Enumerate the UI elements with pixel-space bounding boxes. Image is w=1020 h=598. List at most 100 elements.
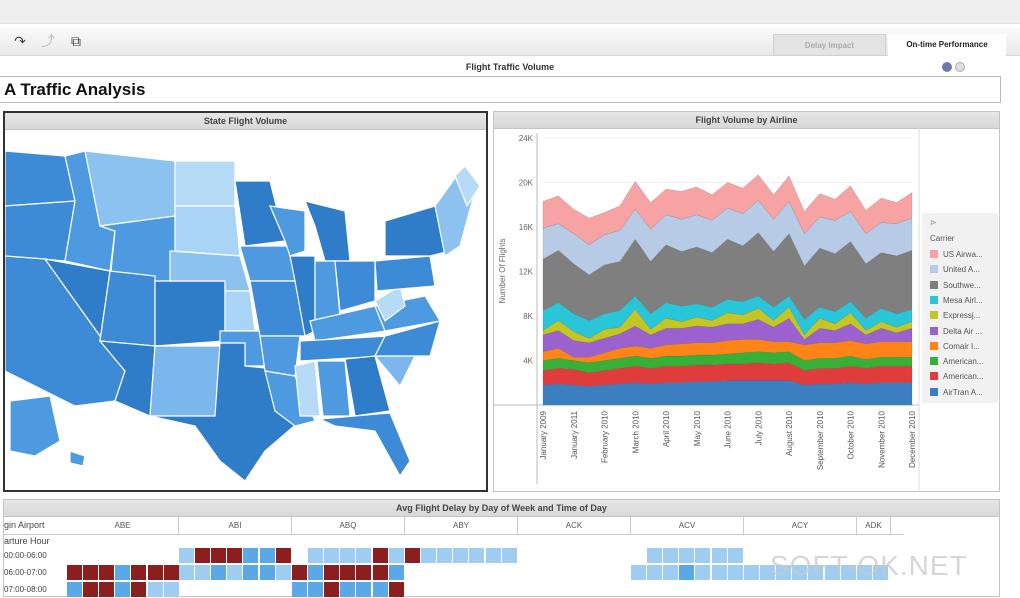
airport-column-header[interactable]: ABQ: [292, 517, 405, 534]
heatmap-cell[interactable]: [131, 565, 148, 581]
heatmap-cell[interactable]: [227, 548, 244, 564]
heatmap-cell[interactable]: [179, 548, 195, 564]
airport-column-header[interactable]: ABI: [179, 517, 292, 534]
page-dot-active[interactable]: [942, 62, 952, 72]
legend-expand-icon[interactable]: ⊳: [930, 218, 937, 227]
heatmap-cell[interactable]: [485, 548, 502, 564]
heatmap-cell[interactable]: [663, 548, 680, 564]
heatmap-cell[interactable]: [67, 582, 83, 598]
heatmap-cell[interactable]: [324, 548, 341, 564]
heatmap-cell[interactable]: [340, 548, 357, 564]
heatmap-cell[interactable]: [243, 565, 260, 581]
heatmap-cell[interactable]: [711, 548, 728, 564]
heatmap-cell[interactable]: [372, 582, 389, 598]
heatmap-cell[interactable]: [195, 548, 212, 564]
airport-column-header[interactable]: ACV: [631, 517, 744, 534]
heatmap-cell[interactable]: [695, 565, 712, 581]
heatmap-cell[interactable]: [824, 565, 841, 581]
heatmap-cell[interactable]: [857, 565, 873, 581]
heatmap-cell[interactable]: [211, 565, 228, 581]
heatmap-cell[interactable]: [308, 548, 325, 564]
heatmap-cell[interactable]: [179, 565, 195, 581]
area-series-9[interactable]: [542, 174, 913, 246]
heatmap-cell[interactable]: [356, 548, 373, 564]
heatmap-cell[interactable]: [647, 548, 664, 564]
area-series-5[interactable]: [542, 306, 913, 343]
heatmap-cell[interactable]: [292, 582, 308, 598]
airport-column-header[interactable]: ACK: [518, 517, 631, 534]
heatmap-cell[interactable]: [115, 582, 132, 598]
legend-item[interactable]: United A...: [930, 265, 980, 274]
legend-item[interactable]: US Airwa...: [930, 250, 983, 259]
heatmap-cell[interactable]: [437, 548, 454, 564]
area-series-6[interactable]: [542, 295, 913, 339]
heatmap-cell[interactable]: [99, 565, 116, 581]
heatmap-cell[interactable]: [388, 582, 405, 598]
heatmap-cell[interactable]: [163, 582, 180, 598]
heatmap-cell[interactable]: [259, 565, 276, 581]
heatmap-cell[interactable]: [405, 548, 421, 564]
redo-icon[interactable]: ↷: [14, 33, 26, 49]
area-series-3[interactable]: [542, 339, 913, 363]
area-series-4[interactable]: [542, 317, 913, 358]
heatmap-cell[interactable]: [308, 582, 325, 598]
heatmap-cell[interactable]: [469, 548, 486, 564]
heatmap-cell[interactable]: [324, 582, 341, 598]
heatmap-cell[interactable]: [647, 565, 664, 581]
heatmap-cell[interactable]: [388, 548, 405, 564]
heatmap-cell[interactable]: [388, 565, 405, 581]
heatmap-cell[interactable]: [147, 565, 164, 581]
heatmap-cell[interactable]: [340, 582, 357, 598]
export-icon[interactable]: ⤴: [41, 33, 55, 49]
heatmap-cell[interactable]: [421, 548, 438, 564]
heatmap-cell[interactable]: [67, 565, 83, 581]
heatmap-cell[interactable]: [792, 565, 809, 581]
heatmap-cell[interactable]: [356, 565, 373, 581]
heatmap-cell[interactable]: [83, 582, 100, 598]
heatmap-cell[interactable]: [356, 582, 373, 598]
present-icon[interactable]: ⧉: [71, 33, 81, 49]
us-map[interactable]: [5, 131, 486, 490]
heatmap-cell[interactable]: [292, 565, 308, 581]
heatmap-cell[interactable]: [372, 565, 389, 581]
tab-delay-impact[interactable]: Delay Impact: [773, 34, 886, 56]
legend-item[interactable]: American...: [930, 372, 983, 381]
heatmap-cell[interactable]: [259, 548, 276, 564]
heatmap-cell[interactable]: [227, 565, 244, 581]
heatmap-cell[interactable]: [275, 565, 292, 581]
legend-item[interactable]: Expressj...: [930, 311, 980, 320]
tab-on-time-performance[interactable]: On-time Performance: [888, 34, 1006, 56]
heatmap-cell[interactable]: [679, 548, 696, 564]
heatmap-cell[interactable]: [195, 565, 212, 581]
legend-item[interactable]: Delta Air ...: [930, 326, 982, 336]
heatmap-cell[interactable]: [147, 582, 164, 598]
heatmap-cell[interactable]: [744, 565, 760, 581]
airport-column-header[interactable]: ABE: [67, 517, 179, 534]
heatmap-cell[interactable]: [727, 565, 744, 581]
heatmap-cell[interactable]: [83, 565, 100, 581]
airport-column-header[interactable]: ABY: [405, 517, 518, 534]
heatmap-cell[interactable]: [695, 548, 712, 564]
airport-column-header[interactable]: ACY: [744, 517, 857, 534]
heatmap-cell[interactable]: [760, 565, 777, 581]
area-series-8[interactable]: [542, 199, 913, 276]
heatmap-cell[interactable]: [873, 565, 890, 581]
heatmap-cell[interactable]: [211, 548, 228, 564]
heatmap-cell[interactable]: [340, 565, 357, 581]
heatmap-cell[interactable]: [808, 565, 825, 581]
heatmap-cell[interactable]: [275, 548, 292, 564]
heatmap-cell[interactable]: [131, 582, 148, 598]
heatmap-cell[interactable]: [372, 548, 389, 564]
legend-item[interactable]: American...: [930, 357, 983, 366]
legend-item[interactable]: Mesa Airl...: [930, 295, 983, 305]
heatmap-cell[interactable]: [776, 565, 793, 581]
heatmap-cell[interactable]: [679, 565, 696, 581]
heatmap-cell[interactable]: [99, 582, 116, 598]
airport-column-header[interactable]: ADK: [857, 517, 891, 534]
legend-item[interactable]: Southwe...: [930, 280, 981, 290]
legend-item[interactable]: Comair I...: [930, 341, 980, 351]
area-series-1[interactable]: [542, 362, 913, 387]
heatmap-cell[interactable]: [243, 548, 260, 564]
heatmap-cell[interactable]: [453, 548, 470, 564]
heatmap-cell[interactable]: [663, 565, 680, 581]
